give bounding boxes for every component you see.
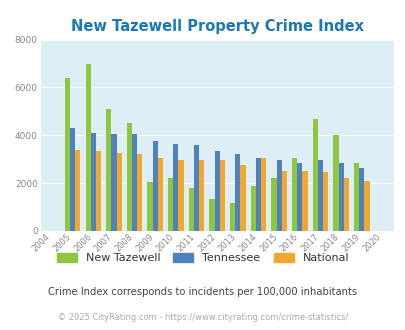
Title: New Tazewell Property Crime Index: New Tazewell Property Crime Index: [70, 19, 363, 34]
Bar: [70, 128, 75, 231]
Bar: [358, 168, 363, 231]
Bar: [132, 134, 137, 231]
Bar: [317, 160, 322, 231]
Bar: [214, 151, 219, 231]
Bar: [85, 63, 90, 231]
Bar: [106, 109, 111, 231]
Bar: [173, 144, 178, 231]
Bar: [281, 171, 286, 231]
Bar: [312, 118, 317, 231]
Bar: [90, 133, 96, 231]
Bar: [296, 163, 302, 231]
Bar: [137, 154, 142, 231]
Legend: New Tazewell, Tennessee, National: New Tazewell, Tennessee, National: [52, 248, 353, 268]
Bar: [353, 163, 358, 231]
Bar: [219, 160, 224, 231]
Bar: [230, 204, 235, 231]
Bar: [363, 181, 369, 231]
Bar: [235, 154, 240, 231]
Bar: [111, 134, 116, 231]
Bar: [152, 141, 158, 231]
Bar: [250, 185, 255, 231]
Bar: [188, 188, 194, 231]
Bar: [276, 160, 281, 231]
Bar: [194, 145, 198, 231]
Bar: [209, 199, 214, 231]
Bar: [116, 153, 121, 231]
Bar: [198, 160, 204, 231]
Text: Crime Index corresponds to incidents per 100,000 inhabitants: Crime Index corresponds to incidents per…: [48, 287, 357, 297]
Bar: [147, 182, 152, 231]
Bar: [338, 163, 343, 231]
Bar: [343, 178, 348, 231]
Bar: [168, 178, 173, 231]
Bar: [291, 158, 296, 231]
Bar: [65, 78, 70, 231]
Bar: [178, 160, 183, 231]
Bar: [240, 165, 245, 231]
Bar: [75, 150, 80, 231]
Text: © 2025 CityRating.com - https://www.cityrating.com/crime-statistics/: © 2025 CityRating.com - https://www.city…: [58, 313, 347, 322]
Bar: [333, 135, 338, 231]
Bar: [126, 123, 132, 231]
Bar: [255, 158, 260, 231]
Bar: [271, 178, 276, 231]
Bar: [302, 171, 307, 231]
Bar: [260, 158, 266, 231]
Bar: [322, 172, 327, 231]
Bar: [158, 158, 162, 231]
Bar: [96, 151, 101, 231]
